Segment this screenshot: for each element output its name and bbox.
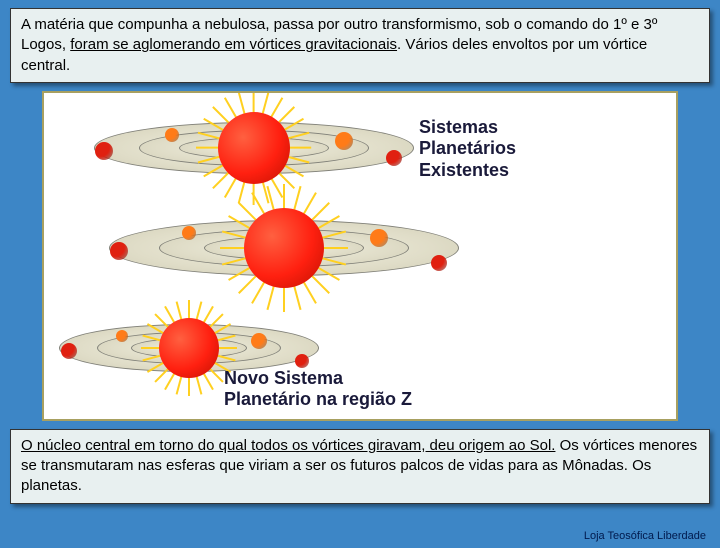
label-new-system: Novo SistemaPlanetário na região Z [224,368,412,411]
bottom-text-box: O núcleo central em torno do qual todos … [10,429,710,504]
planet-icon [251,333,267,349]
top-text-box: A matéria que compunha a nebulosa, passa… [10,8,710,83]
footer-credit: Loja Teosófica Liberdade [584,530,706,542]
planet-icon [386,150,402,166]
planet-icon [370,229,388,247]
top-text-u1: foram se aglomerando em vórtices gravita… [70,36,397,53]
planet-icon [431,255,447,271]
diagram-panel: SistemasPlanetáriosExistentes Novo Sistem… [42,91,678,421]
label-existing-systems: SistemasPlanetáriosExistentes [419,117,516,182]
planet-icon [95,142,113,160]
planet-icon [295,354,309,368]
sun-icon [218,112,290,184]
planet-icon [61,343,77,359]
planet-icon [182,226,196,240]
planet-icon [335,132,353,150]
sun-icon [244,208,324,288]
sun-icon [159,318,219,378]
planet-icon [110,242,128,260]
bottom-text-u1: O núcleo central em torno do qual todos … [21,437,555,454]
planet-icon [116,330,128,342]
planet-icon [165,128,179,142]
